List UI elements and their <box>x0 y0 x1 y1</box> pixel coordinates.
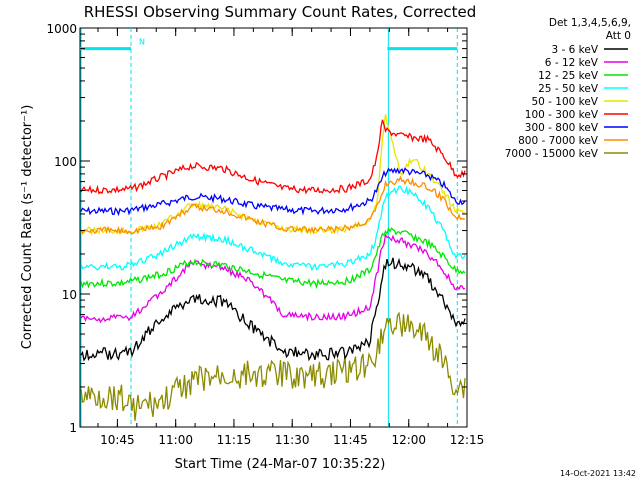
series-line <box>80 226 466 290</box>
x-axis: 10:45 11:00 11:15 11:30 11:45 12:00 12:15 <box>97 28 485 447</box>
series-line <box>80 257 466 362</box>
x-tick-label: 11:00 <box>158 433 193 447</box>
x-tick-label: 11:45 <box>333 433 368 447</box>
x-tick-label: 12:15 <box>450 433 485 447</box>
legend-header-line-2: Att 0 <box>606 30 631 42</box>
x-tick-label: 10:45 <box>100 433 135 447</box>
flag-bars: N <box>80 28 458 427</box>
y-tick-label: 100 <box>54 155 77 169</box>
flag-n-marker: N <box>139 38 145 47</box>
y-tick-label: 10 <box>62 288 77 302</box>
x-axis-label: Start Time (24-Mar-07 10:35:22) <box>175 457 386 472</box>
legend-entry-label: 25 - 50 keV <box>538 83 599 95</box>
series-line <box>80 175 466 235</box>
plot-frame <box>79 27 468 428</box>
footer-date: 14-Oct-2021 13:42 <box>560 469 636 478</box>
legend-entry-label: 50 - 100 keV <box>531 96 598 108</box>
x-tick-label: 12:00 <box>391 433 426 447</box>
series-line <box>80 185 466 272</box>
y-tick-label: 1000 <box>46 22 77 36</box>
x-tick-label: 11:15 <box>217 433 252 447</box>
y-tick-label: 1 <box>69 421 77 435</box>
legend-entry-label: 3 - 6 keV <box>551 44 598 56</box>
x-tick-label: 11:30 <box>275 433 310 447</box>
series-layer <box>80 114 466 421</box>
legend-entry-label: 7000 - 15000 keV <box>505 148 599 160</box>
series-line <box>80 311 466 421</box>
legend-entry-label: 100 - 300 keV <box>525 109 599 121</box>
series-line <box>80 233 466 324</box>
series-line <box>80 167 466 217</box>
legend-entry-label: 6 - 12 keV <box>545 57 599 69</box>
chart-title: RHESSI Observing Summary Count Rates, Co… <box>84 3 477 21</box>
y-axis-label: Corrected Count Rate (s⁻¹ detector⁻¹) <box>20 105 35 350</box>
legend-entry-label: 300 - 800 keV <box>525 122 599 134</box>
legend-entry-label: 12 - 25 keV <box>538 70 599 82</box>
legend-header-line-1: Det 1,3,4,5,6,9, <box>549 17 631 29</box>
series-line <box>80 119 466 195</box>
series-line <box>80 114 466 236</box>
y-axis: 1 10 100 1000 <box>46 22 467 435</box>
legend-entry-label: 800 - 7000 keV <box>518 135 599 147</box>
